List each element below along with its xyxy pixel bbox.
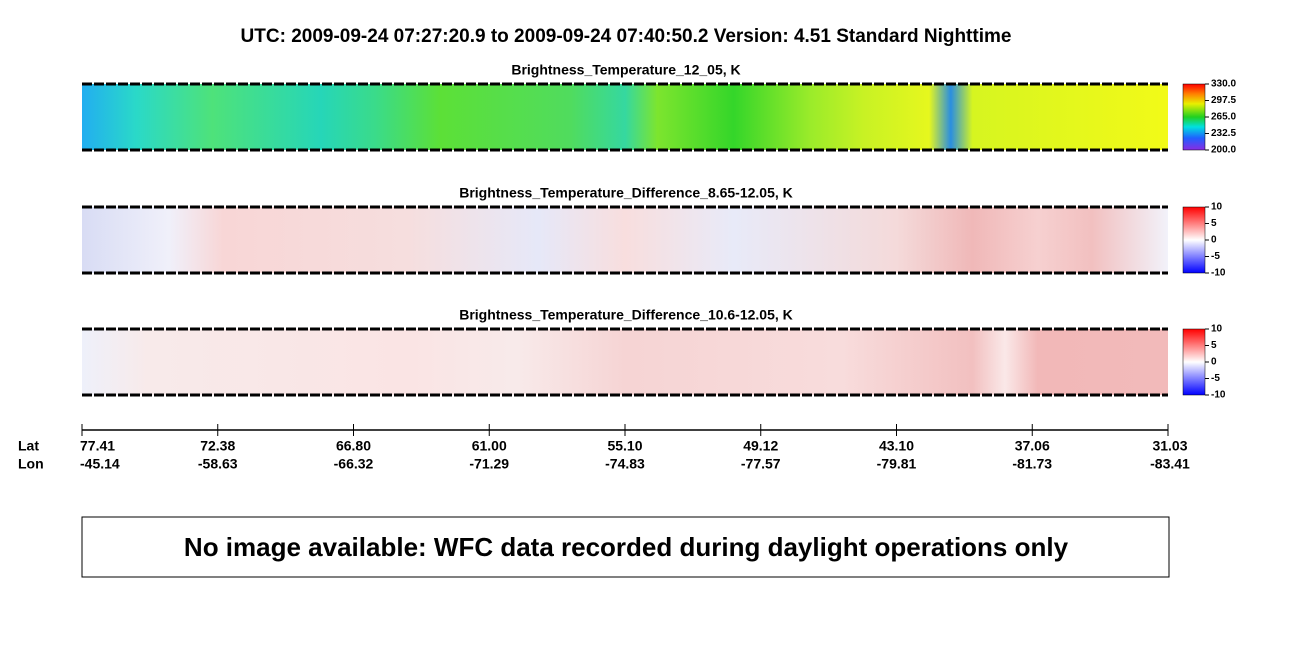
lat-tick-label: 66.80 bbox=[336, 438, 371, 454]
lon-tick-label: -58.63 bbox=[198, 456, 238, 472]
colorbar-label: -10 bbox=[1211, 390, 1226, 401]
lon-tick-label: -74.83 bbox=[605, 456, 645, 472]
data-strip bbox=[82, 84, 1168, 150]
colorbar-label: 265.0 bbox=[1211, 112, 1236, 123]
panel-title: Brightness_Temperature_Difference_10.6-1… bbox=[459, 307, 793, 323]
lat-tick-label: 43.10 bbox=[879, 438, 914, 454]
colorbar-label: -10 bbox=[1211, 268, 1226, 279]
message-box bbox=[81, 516, 1170, 578]
colorbar bbox=[1182, 83, 1206, 151]
colorbar bbox=[1182, 328, 1206, 396]
colorbar-label: 232.5 bbox=[1211, 128, 1236, 139]
lon-tick-label: -71.29 bbox=[469, 456, 509, 472]
panel-title: Brightness_Temperature_Difference_8.65-1… bbox=[459, 185, 793, 201]
colorbar-label: 0 bbox=[1211, 357, 1217, 368]
lon-tick-label: -79.81 bbox=[877, 456, 917, 472]
colorbar-label: 10 bbox=[1211, 202, 1223, 213]
lat-tick-label: 55.10 bbox=[607, 438, 642, 454]
colorbar-label: 5 bbox=[1211, 218, 1217, 229]
lat-tick-label: 31.03 bbox=[1152, 438, 1187, 454]
lat-tick-label: 77.41 bbox=[80, 438, 115, 454]
lat-tick-label: 37.06 bbox=[1015, 438, 1050, 454]
colorbar-label: 5 bbox=[1211, 340, 1217, 351]
lon-tick-label: -81.73 bbox=[1012, 456, 1052, 472]
colorbar-label: 10 bbox=[1211, 324, 1223, 335]
message: No image available: WFC data recorded du… bbox=[184, 532, 1069, 562]
colorbar-label: -5 bbox=[1211, 251, 1220, 262]
colorbar bbox=[1182, 206, 1206, 274]
title: UTC: 2009-09-24 07:27:20.9 to 2009-09-24… bbox=[241, 26, 1012, 47]
lon-tick-label: -66.32 bbox=[334, 456, 374, 472]
colorbar-label: 297.5 bbox=[1211, 95, 1236, 106]
data-strip bbox=[82, 207, 1168, 273]
lat-tick-label: 61.00 bbox=[472, 438, 507, 454]
colorbar-label: 0 bbox=[1211, 235, 1217, 246]
lat-label: Lat bbox=[18, 438, 39, 454]
colorbar-label: 330.0 bbox=[1211, 79, 1236, 90]
lon-tick-label: -45.14 bbox=[80, 456, 120, 472]
panel-title: Brightness_Temperature_12_05, K bbox=[511, 62, 740, 78]
lon-tick-label: -77.57 bbox=[741, 456, 781, 472]
colorbar-label: -5 bbox=[1211, 373, 1220, 384]
lon-tick-label: -83.41 bbox=[1150, 456, 1190, 472]
data-strip bbox=[82, 329, 1168, 395]
lon-label: Lon bbox=[18, 456, 44, 472]
colorbar-label: 200.0 bbox=[1211, 145, 1236, 156]
lat-tick-label: 72.38 bbox=[200, 438, 235, 454]
lat-tick-label: 49.12 bbox=[743, 438, 778, 454]
